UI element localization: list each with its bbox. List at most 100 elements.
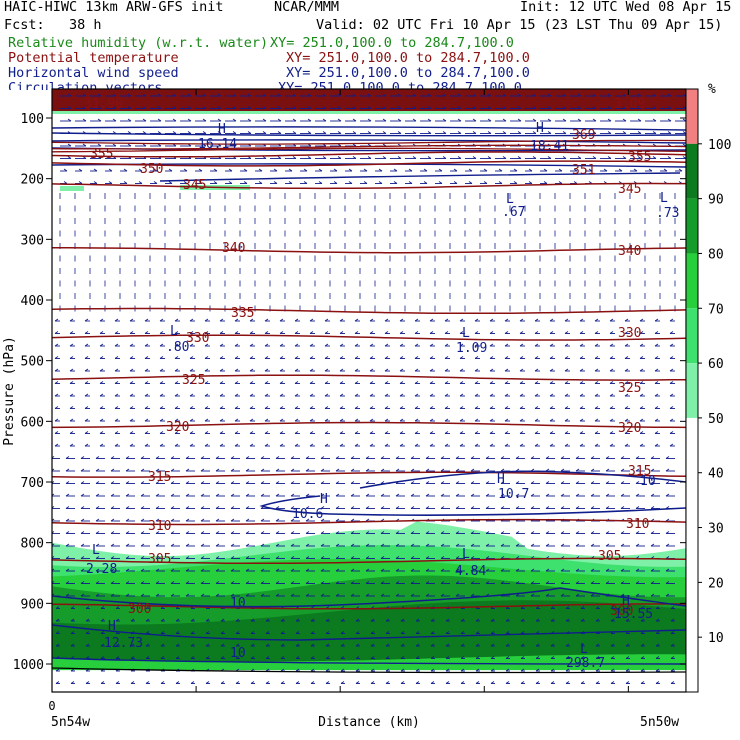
vector-arrow (54, 368, 59, 372)
vector-arrow (655, 656, 660, 659)
vector-arrow (605, 493, 610, 497)
vector-arrow (605, 456, 610, 459)
vector-arrow (579, 368, 584, 372)
vector-arrow (624, 331, 629, 334)
vector-arrow (367, 93, 372, 97)
vector-arrow (335, 531, 340, 534)
vector-arrow (603, 168, 608, 172)
vector-arrow (534, 431, 539, 434)
vector-arrow (100, 643, 105, 647)
vector-arrow (127, 118, 132, 122)
field-vectors-name: Circulation vectors (8, 81, 163, 90)
vector-arrow (294, 406, 299, 409)
vector-arrow (185, 468, 190, 472)
vector-arrow (530, 456, 535, 459)
vector-row (59, 293, 676, 299)
vector-arrow (565, 618, 570, 622)
vector-arrow (622, 156, 627, 159)
vector-arrow (189, 343, 194, 347)
vector-arrow (95, 468, 100, 472)
vector-arrow (453, 168, 458, 172)
vector-arrow (665, 518, 670, 522)
vector-arrow (204, 356, 209, 359)
vector-arrow (294, 343, 299, 347)
vector-arrow (325, 681, 330, 684)
field-vectors-xy: XY= 251.0,100.0 to 284.7,100.0 (278, 81, 522, 90)
vector-arrow (295, 681, 300, 684)
vector-arrow (200, 556, 205, 559)
vector-arrow (639, 356, 644, 359)
vector-arrow (110, 543, 115, 547)
vector-arrow (650, 593, 655, 597)
vector-arrow (594, 381, 599, 384)
vector-arrow (410, 468, 415, 472)
vector-arrow (470, 506, 475, 509)
vector-arrow (485, 506, 490, 509)
vector-arrow (410, 456, 415, 459)
vector-arrow (339, 331, 344, 334)
extremum-value: .67 (502, 205, 525, 220)
vector-arrow (215, 518, 220, 522)
vector-arrow (399, 443, 404, 447)
vector-arrow (549, 318, 554, 322)
vector-arrow (393, 168, 398, 172)
vector-row (55, 643, 675, 647)
colorbar-label: 90 (708, 193, 724, 208)
vector-arrow (95, 531, 100, 534)
vector-arrow (93, 168, 98, 172)
vector-arrow (350, 493, 355, 497)
vector-row (52, 506, 675, 509)
vector-arrow (457, 106, 462, 109)
vector-arrow (219, 431, 224, 434)
vector-arrow (502, 131, 507, 134)
vector-arrow (160, 681, 165, 684)
vector-arrow (145, 606, 150, 609)
vector-arrow (588, 168, 593, 172)
vector-arrow (324, 356, 329, 359)
vector-arrow (303, 181, 308, 184)
vector-arrow (115, 681, 120, 684)
vector-arrow (95, 593, 100, 597)
vector-arrow (155, 531, 160, 534)
vector-arrow (534, 443, 539, 447)
vector-arrow (159, 318, 164, 322)
vector-arrow (459, 406, 464, 409)
vector-arrow (130, 656, 135, 659)
vector-arrow (200, 506, 205, 509)
vector-arrow (650, 481, 655, 484)
vector-arrow (234, 406, 239, 409)
vector-arrow (670, 643, 675, 647)
vector-arrow (485, 543, 490, 547)
vector-arrow (429, 343, 434, 347)
vector-arrow (483, 168, 488, 172)
vector-arrow (610, 643, 615, 647)
vector-arrow (425, 593, 430, 597)
vector-arrow (99, 443, 104, 447)
extremum-letter: L (92, 543, 100, 558)
vector-arrow (485, 456, 490, 459)
vector-arrow (670, 631, 675, 634)
vector-arrow (190, 643, 195, 647)
vector-arrow (399, 431, 404, 434)
vector-arrow (440, 468, 445, 472)
vector-arrow (264, 406, 269, 409)
vector-arrow (70, 643, 75, 647)
vector-arrow (65, 531, 70, 534)
vector-arrow (339, 368, 344, 372)
vector-arrow (185, 456, 190, 459)
vector-arrow (84, 318, 89, 322)
vector-arrow (384, 443, 389, 447)
vector-arrow (275, 543, 280, 547)
vector-arrow (130, 643, 135, 647)
vector-arrow (665, 493, 670, 497)
vector-arrow (530, 581, 535, 584)
vector-arrow (249, 381, 254, 384)
vector-arrow (635, 543, 640, 547)
vector-arrow (215, 581, 220, 584)
vector-arrow (205, 681, 210, 684)
vector-arrow (219, 381, 224, 384)
vector-arrow (129, 318, 134, 322)
vector-arrow (144, 343, 149, 347)
extremum-value: .73 (656, 206, 679, 221)
vector-arrow (140, 481, 145, 484)
